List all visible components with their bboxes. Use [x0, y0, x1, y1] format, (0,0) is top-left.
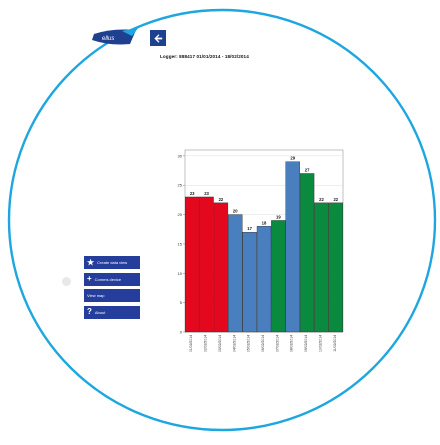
logger-info: Logger: 888417 01/01/2014 - 18/02/2014 — [160, 54, 249, 59]
view-map-button[interactable]: View map — [84, 289, 140, 303]
data-label: 17 — [247, 226, 252, 231]
data-label: 22 — [333, 197, 338, 202]
bar — [285, 161, 300, 333]
bar — [228, 214, 243, 333]
bar-chart: 0 5 10 15 20 25 30 23 01/02/2014 23 02/02/2014 22 03… — [178, 149, 344, 352]
side-menu: ★ Create data view + Comms device View m… — [84, 256, 140, 322]
x-tick-label: 03/02/2014 — [218, 335, 222, 352]
data-label: 23 — [204, 191, 209, 196]
y-tick-label: 30 — [178, 153, 183, 158]
app-logo: ellus — [92, 26, 142, 48]
page-indicator-dot — [62, 277, 71, 286]
data-label: 29 — [290, 156, 295, 161]
bar — [299, 173, 315, 333]
create-data-view-label: Create data view — [97, 260, 128, 265]
x-tick-label: 11/02/2014 — [333, 335, 337, 352]
data-label: 27 — [305, 167, 310, 172]
y-tick-label: 5 — [180, 300, 183, 305]
about-label: About — [94, 309, 106, 315]
back-button[interactable] — [150, 30, 166, 46]
x-tick-label: 04/02/2014 — [232, 335, 236, 352]
bar — [256, 226, 272, 333]
x-tick-label: 02/02/2014 — [204, 335, 208, 352]
about-button[interactable]: ? About — [84, 305, 140, 319]
data-label: 22 — [319, 197, 324, 202]
x-tick-label: 07/02/2014 — [275, 335, 279, 352]
svg-text:ellus: ellus — [102, 36, 114, 42]
x-tick-label: 08/02/2014 — [290, 335, 294, 352]
x-tick-label: 01/02/2014 — [189, 335, 193, 352]
view-map-label: View map — [87, 293, 105, 299]
data-label: 19 — [276, 214, 281, 219]
x-tick-label: 06/02/2014 — [261, 335, 265, 352]
bar — [328, 202, 344, 333]
x-tick-label: 09/02/2014 — [304, 335, 308, 352]
y-tick-label: 15 — [178, 241, 183, 246]
bar — [199, 196, 214, 333]
star-icon: ★ — [87, 257, 95, 267]
y-tick-label: 10 — [178, 271, 183, 276]
comms-device-button[interactable]: + Comms device — [84, 272, 140, 286]
data-label: 23 — [190, 191, 195, 196]
bar — [271, 220, 286, 333]
x-tick-label: 10/02/2014 — [318, 335, 322, 352]
create-data-view-button[interactable]: ★ Create data view — [84, 256, 140, 269]
x-tick-label: 05/02/2014 — [247, 335, 251, 352]
y-tick-label: 0 — [180, 330, 183, 335]
plus-icon: + — [87, 274, 92, 284]
data-label: 20 — [233, 209, 238, 214]
y-tick-label: 25 — [178, 183, 183, 188]
data-label: 18 — [262, 220, 267, 225]
bar — [185, 196, 200, 333]
question-icon: ? — [87, 307, 92, 317]
bar — [242, 231, 257, 333]
data-label: 22 — [219, 197, 224, 202]
bar — [213, 202, 229, 333]
y-tick-label: 20 — [178, 212, 183, 217]
arrow-left-icon — [153, 33, 162, 43]
bar — [314, 202, 329, 333]
comms-device-label: Comms device — [94, 276, 122, 282]
